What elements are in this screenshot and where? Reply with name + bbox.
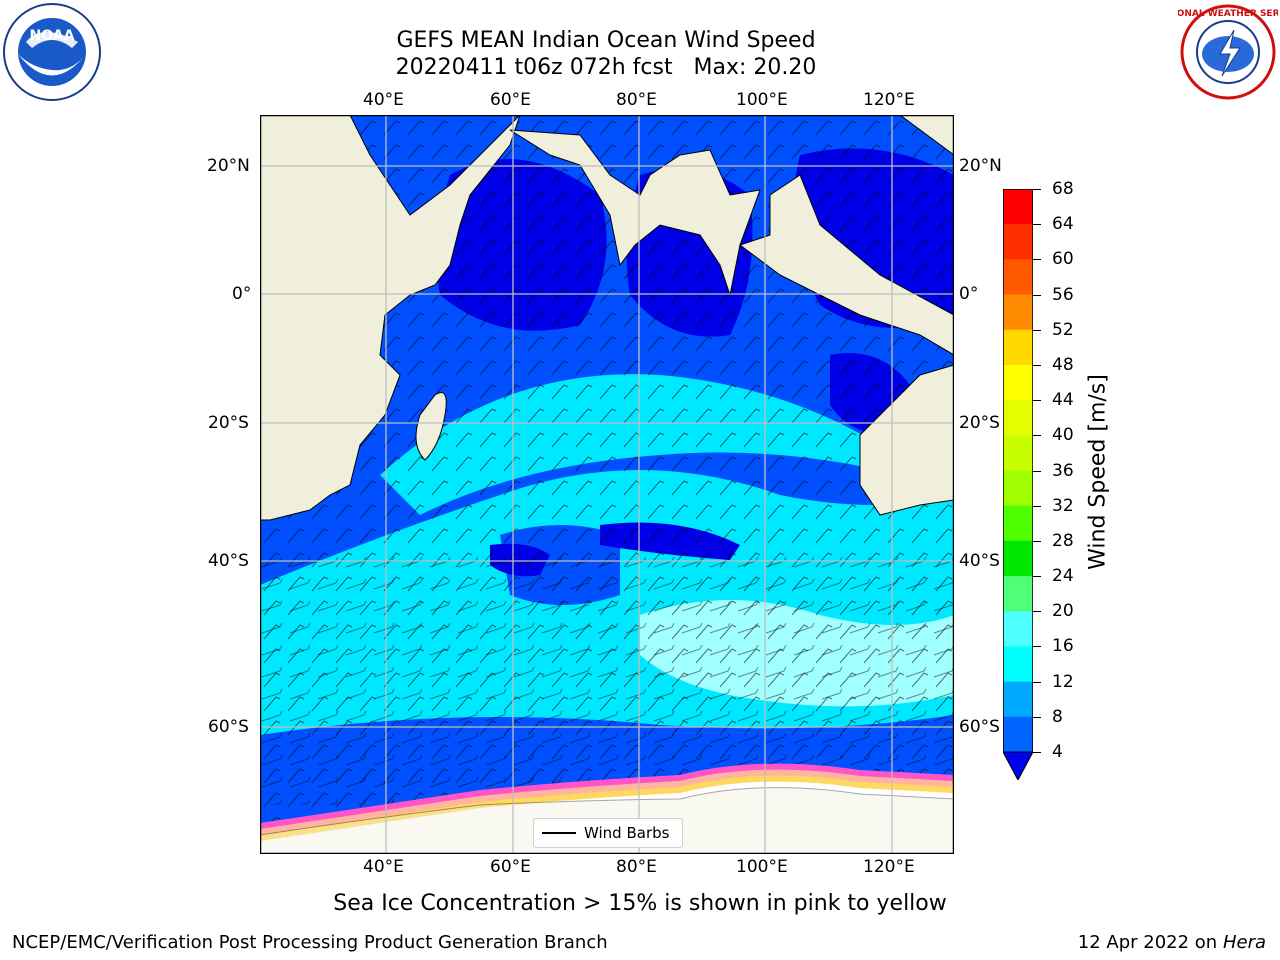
wind-barb-legend-line — [542, 832, 576, 834]
lat-label-right-0: 0° — [959, 284, 979, 304]
colorbar-tick-mark — [1033, 540, 1041, 542]
colorbar-tick-mark — [1033, 681, 1041, 683]
colorbar-swatch — [1003, 646, 1033, 683]
colorbar-tick-mark — [1033, 259, 1041, 261]
colorbar-tick-label: 48 — [1052, 354, 1074, 375]
land-africa-arabia — [260, 115, 521, 521]
colorbar-tick-label: 36 — [1052, 460, 1074, 481]
colorbar-swatch — [1003, 294, 1033, 331]
nws-logo-text: NATIONAL WEATHER SERVICE — [1178, 9, 1278, 19]
colorbar-tick-mark — [1033, 435, 1041, 437]
noaa-logo: NOAA — [3, 3, 101, 101]
lat-label-right-60s: 60°S — [959, 717, 1000, 737]
gridlines — [260, 115, 954, 854]
lon-label-top-60e: 60°E — [490, 90, 531, 110]
lon-label-top-40e: 40°E — [363, 90, 404, 110]
colorbar-tick-label: 24 — [1052, 566, 1074, 587]
map-title-line1: GEFS MEAN Indian Ocean Wind Speed — [396, 28, 816, 53]
colorbar-tick-label: 16 — [1052, 636, 1074, 657]
footer-date: 12 Apr 2022 on Hera — [1078, 932, 1266, 954]
colorbar-swatch — [1003, 259, 1033, 296]
lon-label-top-80e: 80°E — [616, 90, 657, 110]
colorbar-swatch — [1003, 505, 1033, 542]
sea-ice-caption: Sea Ice Concentration > 15% is shown in … — [333, 891, 947, 916]
lon-label-bottom-120e: 120°E — [863, 857, 915, 877]
colorbar-tick-label: 20 — [1052, 601, 1074, 622]
wind-barbs-layer-south — [260, 545, 954, 805]
lon-label-bottom-40e: 40°E — [363, 857, 404, 877]
lon-label-bottom-60e: 60°E — [490, 857, 531, 877]
colorbar-swatch — [1003, 470, 1033, 507]
nws-logo: NATIONAL WEATHER SERVICE — [1178, 4, 1278, 100]
lat-label-right-40s: 40°S — [959, 551, 1000, 571]
colorbar-tick-label: 60 — [1052, 249, 1074, 270]
colorbar-swatch — [1003, 611, 1033, 647]
colorbar-tick-label: 32 — [1052, 495, 1074, 516]
colorbar-tick-mark — [1033, 400, 1041, 402]
colorbar-extend-triangle — [1002, 751, 1034, 782]
colorbar-tick-mark — [1033, 505, 1041, 507]
colorbar-swatch — [1003, 435, 1033, 471]
lat-label-left-60s: 60°S — [208, 717, 249, 737]
lat-label-left-20n: 20°N — [207, 156, 250, 176]
colorbar-tick-mark — [1033, 224, 1041, 226]
colorbar-swatch — [1003, 681, 1033, 718]
lat-label-left-20s: 20°S — [208, 413, 249, 433]
colorbar — [1002, 188, 1034, 782]
colorbar-tick-label: 4 — [1052, 742, 1063, 762]
land-madagascar — [415, 392, 447, 461]
colorbar-tick-label: 44 — [1052, 390, 1074, 411]
colorbar-swatches — [1002, 188, 1034, 782]
land-southeast-asia — [738, 174, 954, 356]
colorbar-swatch — [1003, 224, 1033, 260]
colorbar-tick-mark — [1033, 752, 1041, 753]
lat-label-left-0: 0° — [232, 284, 252, 304]
lat-label-right-20n: 20°N — [959, 156, 1002, 176]
footer-machine: Hera — [1222, 932, 1266, 953]
colorbar-tick-mark — [1033, 576, 1041, 578]
noaa-logo-text: NOAA — [30, 28, 75, 44]
colorbar-swatch — [1003, 189, 1033, 225]
wind-barb-legend-label: Wind Barbs — [584, 824, 670, 842]
colorbar-swatch — [1003, 329, 1033, 366]
lon-label-top-120e: 120°E — [863, 90, 915, 110]
lat-label-right-20s: 20°S — [959, 413, 1000, 433]
colorbar-tick-mark — [1033, 364, 1041, 366]
colorbar-tick-mark — [1033, 716, 1041, 718]
colorbar-swatch — [1003, 400, 1033, 436]
colorbar-swatch — [1003, 540, 1033, 577]
colorbar-tick-label: 8 — [1052, 706, 1063, 727]
land-india — [509, 115, 954, 297]
lat-label-left-40s: 40°S — [208, 551, 249, 571]
map-title-line2: 20220411 t06z 072h fcst Max: 20.20 — [395, 55, 817, 80]
map-frame — [260, 115, 954, 854]
colorbar-tick-label: 64 — [1052, 214, 1074, 235]
colorbar-tick-label: 68 — [1052, 179, 1074, 199]
colorbar-tick-mark — [1033, 294, 1041, 296]
colorbar-tick-label: 12 — [1052, 671, 1074, 692]
colorbar-tick-label: 56 — [1052, 284, 1074, 305]
footer-date-text: 12 Apr 2022 on — [1077, 932, 1223, 953]
lon-label-bottom-100e: 100°E — [736, 857, 788, 877]
colorbar-tick-mark — [1033, 189, 1041, 190]
colorbar-tick-mark — [1033, 611, 1041, 613]
colorbar-swatch — [1003, 364, 1033, 401]
lon-label-bottom-80e: 80°E — [616, 857, 657, 877]
colorbar-tick-label: 52 — [1052, 319, 1074, 340]
map-legend: Wind Barbs — [533, 818, 683, 848]
wind-speed-map — [260, 115, 954, 854]
colorbar-tick-mark — [1033, 470, 1041, 472]
colorbar-tick-mark — [1033, 646, 1041, 648]
colorbar-swatch — [1003, 716, 1033, 753]
colorbar-tick-label: 28 — [1052, 530, 1074, 551]
colorbar-tick-mark — [1033, 329, 1041, 331]
colorbar-tick-label: 40 — [1052, 425, 1074, 446]
land-australia — [859, 364, 954, 516]
colorbar-swatch — [1003, 576, 1033, 612]
lon-label-top-100e: 100°E — [736, 90, 788, 110]
sea-ice-white — [260, 781, 954, 854]
footer-branch: NCEP/EMC/Verification Post Processing Pr… — [12, 932, 608, 953]
